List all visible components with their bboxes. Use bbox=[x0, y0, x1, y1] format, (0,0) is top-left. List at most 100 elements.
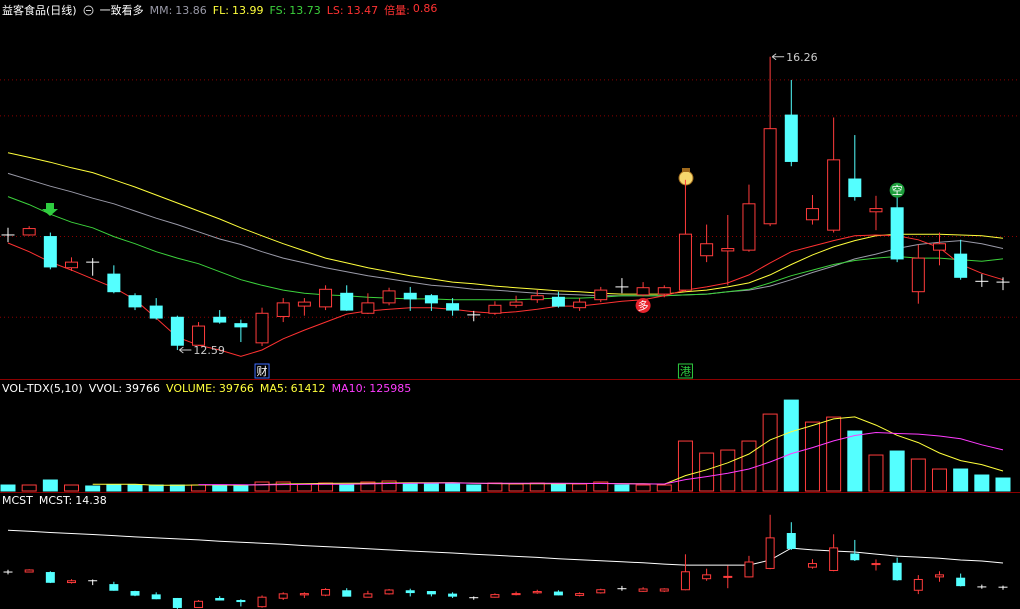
candle-body bbox=[763, 128, 777, 225]
money-bag-icon bbox=[678, 168, 694, 186]
legend-item: MM: 13.86 bbox=[150, 4, 207, 17]
candle-body bbox=[446, 303, 460, 311]
volume-bar bbox=[169, 484, 185, 492]
candle-body bbox=[405, 590, 415, 594]
candle-body bbox=[786, 533, 796, 549]
signal-badge bbox=[889, 182, 905, 198]
legend-label: 倍量: bbox=[384, 4, 410, 17]
volume-bar bbox=[106, 484, 122, 492]
candle-body bbox=[363, 593, 373, 598]
legend-item: FL: 13.99 bbox=[213, 4, 264, 17]
candle-body bbox=[149, 305, 163, 319]
volume-bar bbox=[381, 480, 397, 492]
ma-line bbox=[7, 234, 1004, 357]
volume-bar bbox=[402, 482, 418, 492]
signal-text: 多 bbox=[638, 298, 649, 312]
candle-body bbox=[488, 304, 502, 314]
legend-item: VOLUME: 39766 bbox=[166, 382, 254, 395]
volume-bar bbox=[635, 484, 651, 492]
legend-item: 倍量: 0.86 bbox=[384, 2, 437, 18]
candle-body bbox=[530, 295, 544, 301]
extreme-label: 12.59 bbox=[193, 344, 225, 357]
candle-body bbox=[424, 295, 438, 304]
candle-body bbox=[913, 578, 923, 591]
legend-label: MCST: bbox=[38, 494, 73, 507]
candle-body bbox=[319, 288, 333, 308]
legend-label: FS: bbox=[269, 3, 287, 17]
candle-body bbox=[509, 301, 523, 306]
volume-bar bbox=[191, 484, 207, 492]
candle-body bbox=[215, 597, 225, 601]
candle-body bbox=[744, 561, 754, 578]
candle-body bbox=[107, 273, 121, 293]
legend-label: VOLUME: bbox=[166, 382, 216, 395]
volume-bar bbox=[720, 449, 736, 492]
candle-body bbox=[192, 325, 206, 346]
candle-body bbox=[827, 159, 841, 231]
indicator-icon bbox=[83, 5, 94, 15]
extreme-label: 16.26 bbox=[786, 51, 818, 64]
candle-body bbox=[551, 296, 565, 307]
candle-body bbox=[702, 574, 712, 580]
legend-item: MA5: 61412 bbox=[260, 382, 326, 395]
candle-body bbox=[657, 287, 671, 295]
volume-bar bbox=[466, 484, 482, 492]
volume-bar bbox=[339, 484, 355, 492]
candle-body bbox=[680, 571, 690, 591]
volume-bar bbox=[910, 458, 926, 492]
candle-body bbox=[321, 588, 331, 596]
legend-value: 13.86 bbox=[175, 3, 207, 17]
legend-label: MM: bbox=[149, 3, 173, 17]
candle-body bbox=[932, 243, 946, 251]
candle-body bbox=[829, 547, 839, 571]
candle-body bbox=[257, 596, 267, 608]
ma-line bbox=[7, 152, 1004, 295]
candle-body bbox=[299, 593, 309, 596]
candle-body bbox=[638, 588, 648, 592]
volume-bar bbox=[741, 440, 757, 492]
main-header: 益客食品(日线) 一致看多 MM: 13.86 FL: 13.99 FS: 13.73 LS… bbox=[2, 2, 437, 18]
volume-bar bbox=[847, 430, 863, 492]
candle-body bbox=[340, 292, 354, 311]
legend-item: FS: 13.73 bbox=[269, 4, 320, 17]
candle-body bbox=[172, 597, 182, 608]
volume-bar bbox=[487, 482, 503, 492]
legend-item: MA10: 125985 bbox=[332, 382, 412, 395]
volume-bar bbox=[275, 481, 291, 492]
candle-body bbox=[426, 591, 436, 595]
candle-body bbox=[850, 553, 860, 561]
arrow-icon bbox=[42, 203, 58, 216]
legend-item: LS: 13.47 bbox=[327, 4, 378, 17]
legend-value: 39766 bbox=[125, 382, 161, 395]
candle-body bbox=[448, 593, 458, 597]
candle-body bbox=[553, 591, 563, 596]
news-badge bbox=[677, 363, 693, 379]
candle-body bbox=[342, 590, 352, 597]
candle-body bbox=[956, 577, 966, 587]
candle-body bbox=[765, 537, 775, 569]
legend-label: MA10: bbox=[331, 382, 367, 395]
candle-body bbox=[575, 593, 585, 596]
candle-body bbox=[109, 584, 119, 591]
news-badge bbox=[254, 363, 270, 379]
volume-bar bbox=[127, 484, 143, 492]
candle-body bbox=[234, 323, 248, 328]
volume-bar bbox=[212, 484, 228, 492]
volume-bar bbox=[64, 484, 80, 492]
volume-bar bbox=[360, 481, 376, 492]
candle-body bbox=[384, 589, 394, 595]
candle-body bbox=[45, 572, 55, 583]
volume-bar bbox=[445, 483, 461, 492]
candle-body bbox=[784, 114, 798, 162]
candle-body bbox=[871, 563, 881, 566]
volume-bar bbox=[868, 454, 884, 492]
volume-bar bbox=[804, 421, 820, 492]
volume-bar bbox=[656, 484, 672, 492]
volume-bar bbox=[148, 484, 164, 492]
candle-body bbox=[24, 569, 34, 573]
volume-bar bbox=[296, 483, 312, 492]
candle-body bbox=[43, 236, 57, 268]
candle-body bbox=[594, 289, 608, 301]
